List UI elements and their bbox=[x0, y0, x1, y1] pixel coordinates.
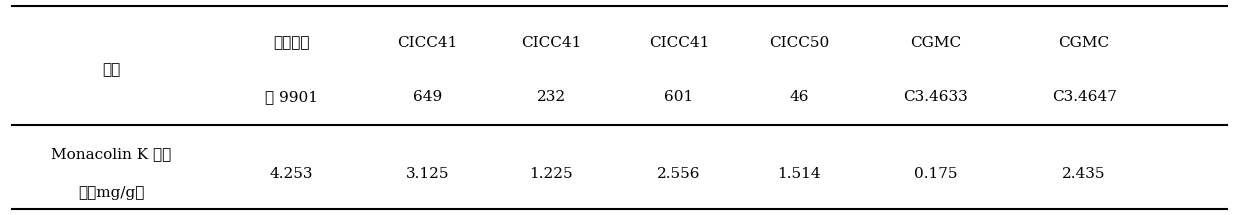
Text: CICC41: CICC41 bbox=[522, 36, 581, 50]
Text: Monacolin K 的产: Monacolin K 的产 bbox=[51, 147, 172, 161]
Text: CICC50: CICC50 bbox=[769, 36, 829, 50]
Text: CICC41: CICC41 bbox=[649, 36, 709, 50]
Text: 菌 9901: 菌 9901 bbox=[265, 90, 317, 104]
Text: 红色红曲: 红色红曲 bbox=[273, 36, 310, 50]
Text: 量（mg/g）: 量（mg/g） bbox=[78, 186, 145, 201]
Text: 3.125: 3.125 bbox=[405, 167, 450, 181]
Text: 46: 46 bbox=[789, 90, 809, 104]
Text: 2.556: 2.556 bbox=[657, 167, 701, 181]
Text: 2.435: 2.435 bbox=[1062, 167, 1106, 181]
Text: 1.514: 1.514 bbox=[777, 167, 821, 181]
Text: CGMC: CGMC bbox=[909, 36, 961, 50]
Text: 4.253: 4.253 bbox=[269, 167, 313, 181]
Text: CICC41: CICC41 bbox=[398, 36, 457, 50]
Text: C3.4633: C3.4633 bbox=[903, 90, 968, 104]
Text: CGMC: CGMC bbox=[1058, 36, 1110, 50]
Text: 232: 232 bbox=[536, 90, 566, 104]
Text: 1.225: 1.225 bbox=[529, 167, 574, 181]
Text: 649: 649 bbox=[413, 90, 442, 104]
Text: 菌株: 菌株 bbox=[103, 63, 120, 77]
Text: C3.4647: C3.4647 bbox=[1052, 90, 1116, 104]
Text: 601: 601 bbox=[664, 90, 694, 104]
Text: 0.175: 0.175 bbox=[913, 167, 958, 181]
